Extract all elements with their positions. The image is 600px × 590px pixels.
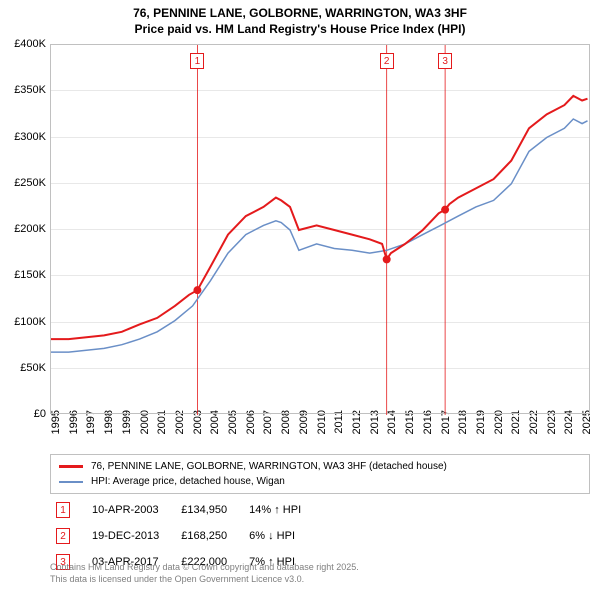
marker-badge: 2 [56, 528, 70, 544]
transaction-delta: 14% ↑ HPI [245, 498, 317, 522]
x-tick-label: 1997 [85, 410, 97, 450]
x-tick-label: 2000 [139, 410, 151, 450]
x-tick-label: 1998 [103, 410, 115, 450]
x-tick-label: 2013 [369, 410, 381, 450]
y-tick-label: £150K [0, 269, 46, 281]
y-tick-label: £350K [0, 84, 46, 96]
x-tick-label: 2006 [245, 410, 257, 450]
x-tick-label: 2014 [386, 410, 398, 450]
x-tick-label: 2007 [262, 410, 274, 450]
y-tick-label: £50K [0, 362, 46, 374]
x-tick-label: 1996 [68, 410, 80, 450]
x-tick-label: 1995 [50, 410, 62, 450]
x-tick-label: 2025 [581, 410, 593, 450]
event-marker: 3 [438, 53, 452, 69]
x-tick-label: 2003 [192, 410, 204, 450]
license-line2: This data is licensed under the Open Gov… [50, 574, 304, 584]
chart-plot-area: 1 2 3 [50, 44, 590, 414]
x-tick-label: 2008 [280, 410, 292, 450]
event-marker: 2 [380, 53, 394, 69]
chart-legend: 76, PENNINE LANE, GOLBORNE, WARRINGTON, … [50, 454, 590, 494]
table-row: 2 19-DEC-2013 £168,250 6% ↓ HPI [52, 524, 317, 548]
x-tick-label: 2020 [493, 410, 505, 450]
legend-item: 76, PENNINE LANE, GOLBORNE, WARRINGTON, … [59, 459, 581, 474]
transaction-price: £134,950 [177, 498, 243, 522]
x-tick-label: 2010 [316, 410, 328, 450]
x-tick-label: 2009 [298, 410, 310, 450]
table-row: 1 10-APR-2003 £134,950 14% ↑ HPI [52, 498, 317, 522]
x-tick-label: 2022 [528, 410, 540, 450]
title-line1: 76, PENNINE LANE, GOLBORNE, WARRINGTON, … [133, 6, 467, 20]
x-tick-label: 2002 [174, 410, 186, 450]
transaction-delta: 6% ↓ HPI [245, 524, 317, 548]
x-tick-label: 2021 [510, 410, 522, 450]
x-tick-label: 1999 [121, 410, 133, 450]
title-line2: Price paid vs. HM Land Registry's House … [135, 22, 466, 36]
x-tick-label: 2012 [351, 410, 363, 450]
transaction-date: 10-APR-2003 [88, 498, 175, 522]
y-tick-label: £200K [0, 223, 46, 235]
legend-label: 76, PENNINE LANE, GOLBORNE, WARRINGTON, … [91, 459, 447, 474]
x-tick-label: 2019 [475, 410, 487, 450]
legend-item: HPI: Average price, detached house, Wiga… [59, 474, 581, 489]
license-line1: Contains HM Land Registry data © Crown c… [50, 562, 359, 572]
transaction-date: 19-DEC-2013 [88, 524, 175, 548]
x-tick-label: 2015 [404, 410, 416, 450]
chart-svg [51, 45, 591, 415]
x-tick-label: 2018 [457, 410, 469, 450]
y-tick-label: £250K [0, 177, 46, 189]
x-tick-label: 2001 [156, 410, 168, 450]
y-tick-label: £400K [0, 38, 46, 50]
marker-badge: 1 [56, 502, 70, 518]
chart-title: 76, PENNINE LANE, GOLBORNE, WARRINGTON, … [0, 0, 600, 37]
event-marker: 1 [190, 53, 204, 69]
license-text: Contains HM Land Registry data © Crown c… [50, 562, 359, 585]
x-tick-label: 2005 [227, 410, 239, 450]
x-tick-label: 2017 [440, 410, 452, 450]
x-tick-label: 2011 [333, 410, 345, 450]
y-tick-label: £300K [0, 131, 46, 143]
legend-swatch [59, 481, 83, 483]
legend-swatch [59, 465, 83, 468]
transaction-price: £168,250 [177, 524, 243, 548]
x-tick-label: 2016 [422, 410, 434, 450]
y-tick-label: £0 [0, 408, 46, 420]
x-tick-label: 2023 [546, 410, 558, 450]
x-tick-label: 2024 [563, 410, 575, 450]
y-tick-label: £100K [0, 316, 46, 328]
x-tick-label: 2004 [209, 410, 221, 450]
legend-label: HPI: Average price, detached house, Wiga… [91, 474, 285, 489]
